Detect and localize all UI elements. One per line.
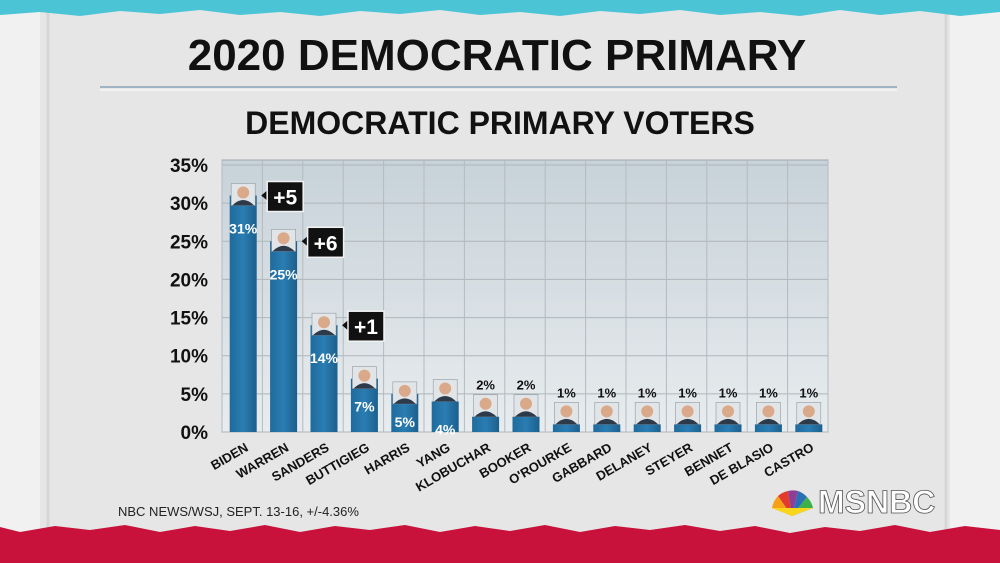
value-label: 14% [310, 350, 339, 366]
msnbc-wordmark: MSNBC [818, 484, 935, 520]
candidate-photo [634, 402, 660, 425]
value-label: 1% [678, 385, 697, 400]
bar [754, 424, 782, 432]
chart-subtitle: DEMOCRATIC PRIMARY VOTERS [245, 105, 755, 141]
candidate-photo [796, 402, 822, 425]
bar [431, 401, 459, 432]
bar [593, 424, 621, 432]
y-tick-label: 10% [170, 347, 208, 368]
bar [795, 424, 823, 432]
change-callout: +1 [342, 310, 385, 342]
candidate-photo [473, 394, 498, 418]
value-label: 1% [759, 385, 778, 400]
y-tick-label: 30% [170, 194, 208, 215]
y-tick-label: 0% [181, 423, 209, 444]
candidate-photo [392, 381, 418, 405]
candidate-photo [432, 379, 458, 402]
value-label: 4% [435, 421, 456, 437]
source-note: NBC NEWS/WSJ, SEPT. 13-16, +/-4.36% [118, 504, 359, 519]
bar [310, 325, 338, 432]
candidate-photo [311, 312, 337, 336]
candidate-photo [513, 394, 539, 418]
bar [472, 416, 500, 432]
bar [674, 424, 702, 432]
bottom-band [0, 525, 1000, 563]
value-label: 1% [557, 385, 576, 400]
bar [512, 416, 540, 432]
change-callout: +6 [301, 226, 345, 259]
candidate-photo [352, 366, 377, 389]
change-label: +1 [354, 316, 378, 339]
bar [270, 241, 298, 432]
y-tick-label: 15% [170, 309, 208, 330]
value-label: 2% [476, 378, 495, 393]
page-title: 2020 DEMOCRATIC PRIMARY [188, 31, 807, 80]
change-label: +5 [273, 187, 297, 210]
value-label: 2% [517, 378, 536, 393]
value-label: 1% [799, 385, 818, 400]
left-edge-strip [0, 0, 40, 563]
candidate-photo [756, 402, 781, 425]
change-label: +6 [314, 232, 338, 255]
y-tick-label: 25% [170, 232, 208, 253]
value-label: 7% [354, 399, 375, 415]
candidate-photo [554, 402, 579, 425]
candidate-photo [230, 183, 256, 206]
y-tick-label: 5% [181, 385, 209, 406]
value-label: 1% [597, 385, 616, 400]
candidate-photo [715, 402, 741, 425]
value-label: 25% [270, 266, 299, 282]
value-label: 1% [638, 385, 657, 400]
peacock-icon [772, 490, 813, 516]
msnbc-logo: MSNBC [772, 484, 936, 520]
bar [552, 424, 580, 432]
y-tick-label: 35% [170, 156, 208, 177]
y-axis: 0% 5% 10% 15% 20% 25% 30% 35% [170, 156, 208, 444]
value-label: 31% [229, 221, 258, 237]
change-callout: +5 [261, 180, 304, 213]
candidate-photo [675, 402, 700, 425]
top-band [0, 0, 1000, 16]
candidate-photo [271, 228, 296, 252]
bars: 31% +5 25% +6 14% +1 7% 5% 4% 2% 2% 1% 1% 1% 1% 1% 1% 1% [229, 180, 823, 437]
bar [633, 424, 661, 432]
right-edge-strip [950, 0, 1000, 563]
bar [229, 195, 257, 432]
candidate-photo [594, 402, 620, 425]
value-label: 5% [395, 414, 416, 430]
value-label: 1% [719, 385, 738, 400]
bar [714, 424, 742, 432]
y-tick-label: 20% [170, 270, 208, 291]
